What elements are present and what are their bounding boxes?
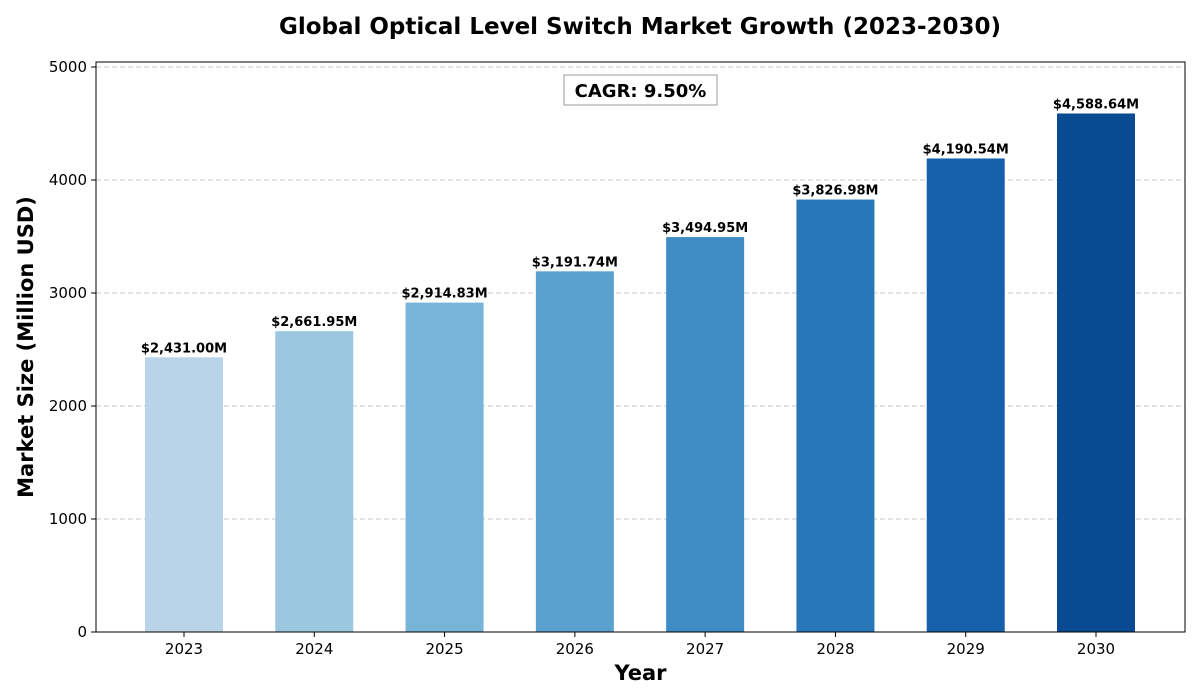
chart-title: Global Optical Level Switch Market Growt… bbox=[279, 14, 1001, 40]
x-axis-label: Year bbox=[613, 661, 667, 685]
y-tick-label: 4000 bbox=[49, 171, 87, 189]
bar-value-label: $4,588.64M bbox=[1053, 97, 1139, 112]
bar-2027 bbox=[666, 237, 745, 632]
y-axis-ticks: 0 1000 2000 3000 4000 5000 bbox=[49, 58, 96, 641]
bar-2024 bbox=[275, 331, 354, 632]
x-axis-ticks: 2023 2024 2025 2026 2027 2028 2029 2030 bbox=[165, 632, 1115, 658]
bar-value-label: $2,431.00M bbox=[141, 341, 227, 356]
x-tick-label: 2026 bbox=[556, 640, 594, 658]
bar-value-label: $3,191.74M bbox=[532, 255, 618, 270]
x-tick-label: 2028 bbox=[816, 640, 854, 658]
bar-value-labels: $2,431.00M $2,661.95M $2,914.83M $3,191.74M… bbox=[141, 97, 1139, 356]
cagr-annotation: CAGR: 9.50% bbox=[563, 74, 718, 106]
bars bbox=[145, 113, 1135, 632]
x-tick-label: 2023 bbox=[165, 640, 203, 658]
cagr-box bbox=[563, 74, 718, 106]
gridlines bbox=[96, 66, 1185, 520]
bar-value-label: $3,494.95M bbox=[662, 221, 748, 236]
bar-2030 bbox=[1057, 113, 1135, 632]
y-axis-label: Market Size (Million USD) bbox=[14, 196, 38, 498]
y-tick-label: 2000 bbox=[49, 397, 87, 415]
bar-value-label: $3,826.98M bbox=[792, 184, 878, 199]
cagr-label: CAGR: 9.50% bbox=[575, 81, 707, 102]
bar-2026 bbox=[535, 271, 614, 632]
bar-2023 bbox=[145, 357, 223, 632]
y-tick-label: 5000 bbox=[49, 58, 87, 76]
x-tick-label: 2027 bbox=[686, 640, 724, 658]
bar-2029 bbox=[926, 158, 1005, 632]
plot-frame bbox=[95, 61, 1186, 633]
y-tick-label: 3000 bbox=[49, 284, 87, 302]
x-tick-label: 2029 bbox=[947, 640, 985, 658]
bar-2028 bbox=[796, 199, 875, 632]
y-tick-label: 1000 bbox=[49, 510, 87, 528]
x-tick-label: 2025 bbox=[425, 640, 463, 658]
x-tick-label: 2030 bbox=[1077, 640, 1115, 658]
bar-value-label: $2,914.83M bbox=[402, 287, 488, 302]
x-tick-label: 2024 bbox=[295, 640, 333, 658]
bar-value-label: $4,190.54M bbox=[923, 142, 1009, 157]
bar-value-label: $2,661.95M bbox=[271, 315, 357, 330]
y-tick-label: 0 bbox=[77, 623, 87, 641]
bar-2025 bbox=[405, 302, 484, 632]
